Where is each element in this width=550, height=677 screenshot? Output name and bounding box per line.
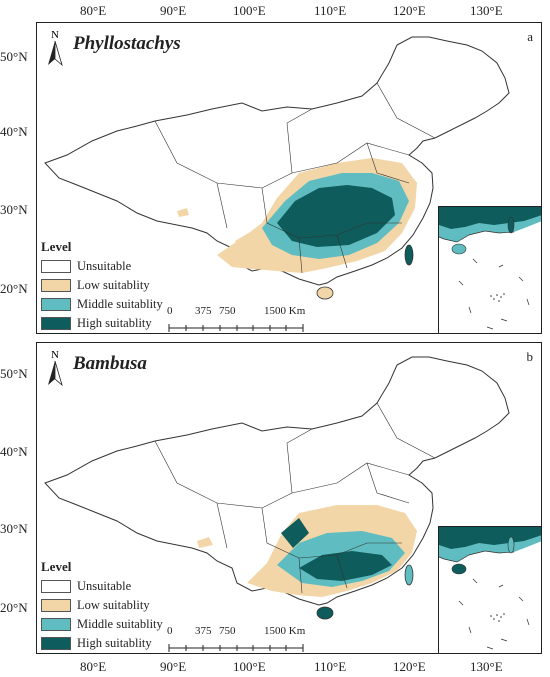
north-arrow: N <box>43 347 67 392</box>
low-suitability-patch <box>177 208 189 217</box>
legend-item-unsuitable: Unsuitable <box>41 577 163 596</box>
panel-title: Phyllostachys <box>73 33 181 54</box>
legend-label: Middle suitablity <box>77 617 163 631</box>
lat-label: 50°N <box>0 366 28 381</box>
lon-label: 130°E <box>470 3 503 18</box>
legend-swatch <box>41 260 71 273</box>
legend-label: Unsuitable <box>77 259 132 273</box>
legend-label: High suitablity <box>77 316 152 330</box>
lon-label: 100°E <box>233 3 266 18</box>
lon-label: 130°E <box>470 659 503 674</box>
map-panel-a: N Phyllostachys a Level Unsuitable Low s… <box>36 22 542 334</box>
panel-letter: a <box>527 29 533 44</box>
panel-letter: b <box>526 349 534 364</box>
map-panel-b: N Bambusa b Level Unsuitable Low suitabl… <box>36 342 542 654</box>
lon-label: 90°E <box>160 659 187 674</box>
legend-swatch <box>41 618 71 631</box>
lon-label: 120°E <box>393 3 426 18</box>
lon-label: 90°E <box>160 3 187 18</box>
legend-swatch <box>41 317 71 330</box>
legend: Level Unsuitable Low suitablity Middle s… <box>41 239 163 333</box>
hainan-island <box>316 606 334 620</box>
legend-title: Level <box>41 559 72 574</box>
legend-label: Middle suitablity <box>77 297 163 311</box>
lon-label: 80°E <box>80 659 107 674</box>
lon-label: 110°E <box>314 3 347 18</box>
low-suitability-zone-west <box>235 231 262 259</box>
legend-title: Level <box>41 239 72 254</box>
lon-label: 80°E <box>80 3 107 18</box>
panel-title: Bambusa <box>73 353 147 374</box>
legend-swatch <box>41 279 71 292</box>
high-suitability-zone <box>277 185 395 247</box>
scale-label: 1500 Km <box>264 625 306 637</box>
legend-item-high: High suitablity <box>41 314 163 333</box>
legend-item-low: Low suitablity <box>41 276 163 295</box>
scale-label: 750 <box>219 625 236 637</box>
south-china-sea-inset <box>438 526 541 653</box>
lon-label: 110°E <box>314 659 347 674</box>
scale-label: 1500 Km <box>264 305 306 317</box>
scale-label: 0 <box>167 305 173 317</box>
scale-bar: 0 375 750 1500 Km <box>167 625 317 653</box>
province-borders <box>154 82 436 274</box>
hainan-island <box>316 286 334 300</box>
province-borders <box>154 402 436 594</box>
north-arrow: N <box>43 27 67 72</box>
legend-item-middle: Middle suitablity <box>41 295 163 314</box>
high-suitability-patch <box>281 518 309 548</box>
legend-item-unsuitable: Unsuitable <box>41 257 163 276</box>
lon-label: 100°E <box>233 659 266 674</box>
scale-label: 375 <box>195 305 212 317</box>
lat-label: 40°N <box>0 444 28 459</box>
lat-label: 20°N <box>0 281 28 296</box>
lat-label: 30°N <box>0 202 28 217</box>
china-outline-map-b <box>44 356 510 620</box>
low-suitability-patch <box>197 537 213 548</box>
legend-item-low: Low suitablity <box>41 596 163 615</box>
scale-label: 375 <box>195 625 212 637</box>
lat-label: 50°N <box>0 49 28 64</box>
legend-label: High suitablity <box>77 636 152 650</box>
legend-swatch <box>41 298 71 311</box>
north-label: N <box>51 29 59 41</box>
high-suitability-zone <box>299 551 392 581</box>
legend-item-high: High suitablity <box>41 634 163 653</box>
legend-swatch <box>41 637 71 650</box>
lat-label: 30°N <box>0 521 28 536</box>
legend-label: Low suitablity <box>77 278 150 292</box>
legend: Level Unsuitable Low suitablity Middle s… <box>41 559 163 653</box>
scale-bar: 0 375 750 1500 Km <box>167 305 317 333</box>
lat-label: 40°N <box>0 124 28 139</box>
legend-label: Low suitablity <box>77 598 150 612</box>
scale-label: 0 <box>167 625 173 637</box>
lon-label: 120°E <box>393 659 426 674</box>
scale-label: 750 <box>219 305 236 317</box>
legend-label: Unsuitable <box>77 579 132 593</box>
south-china-sea-inset <box>438 206 541 333</box>
legend-item-middle: Middle suitablity <box>41 615 163 634</box>
china-outline-map-a <box>44 36 510 300</box>
lat-label: 20°N <box>0 600 28 615</box>
legend-swatch <box>41 580 71 593</box>
legend-swatch <box>41 599 71 612</box>
taiwan-island <box>404 564 414 586</box>
taiwan-island <box>404 244 414 266</box>
north-label: N <box>51 349 59 361</box>
